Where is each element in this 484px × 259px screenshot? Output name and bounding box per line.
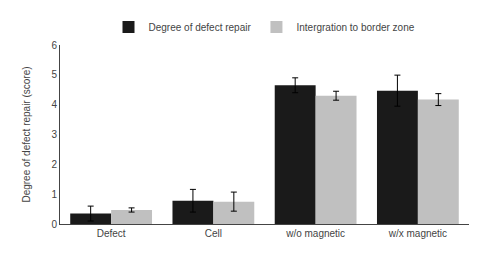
svg-text:Defect: Defect [97, 228, 126, 239]
svg-text:5: 5 [51, 69, 57, 80]
svg-text:w/o magnetic: w/o magnetic [285, 228, 345, 239]
svg-text:w/x magnetic: w/x magnetic [388, 228, 447, 239]
svg-text:Intergration to border zone: Intergration to border zone [296, 22, 414, 33]
svg-text:Degree of defect repair (score: Degree of defect repair (score) [21, 66, 32, 202]
svg-text:4: 4 [51, 99, 57, 110]
svg-text:Cell: Cell [205, 228, 222, 239]
svg-text:6: 6 [51, 40, 57, 51]
svg-text:0: 0 [51, 219, 57, 230]
svg-text:2: 2 [51, 159, 57, 170]
svg-text:Degree of defect repair: Degree of defect repair [149, 22, 252, 33]
svg-text:1: 1 [51, 189, 57, 200]
svg-text:3: 3 [51, 129, 57, 140]
